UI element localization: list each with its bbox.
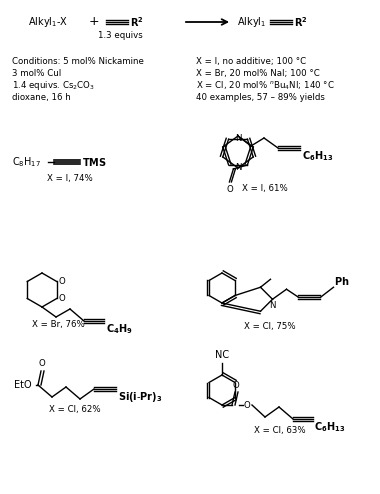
Text: X = Br, 20 mol% NaI; 100 °C: X = Br, 20 mol% NaI; 100 °C <box>196 70 320 79</box>
Text: NC: NC <box>215 350 229 360</box>
Text: 1.4 equivs. Cs$_2$CO$_3$: 1.4 equivs. Cs$_2$CO$_3$ <box>12 80 95 92</box>
Text: O: O <box>233 380 239 389</box>
Text: $\bf{Si(i\text{-}Pr)_3}$: $\bf{Si(i\text{-}Pr)_3}$ <box>118 390 162 404</box>
Text: $\bf{C_6H_{13}}$: $\bf{C_6H_{13}}$ <box>314 420 345 434</box>
Text: EtO: EtO <box>14 380 32 390</box>
Text: O: O <box>59 277 65 286</box>
Text: X = I, 74%: X = I, 74% <box>47 174 93 183</box>
Text: Alkyl$_1$: Alkyl$_1$ <box>237 15 266 29</box>
Text: N: N <box>235 134 241 143</box>
Text: $\bf{C_4H_9}$: $\bf{C_4H_9}$ <box>106 322 133 336</box>
Text: $\bf{Ph}$: $\bf{Ph}$ <box>334 275 350 287</box>
Text: C$_8$H$_{17}$: C$_8$H$_{17}$ <box>12 155 41 169</box>
Text: $\bf{TMS}$: $\bf{TMS}$ <box>82 156 107 168</box>
Text: X = Br, 76%: X = Br, 76% <box>32 320 84 329</box>
Text: Conditions: 5 mol% Nickamine: Conditions: 5 mol% Nickamine <box>12 57 144 67</box>
Text: $\mathbf{R^2}$: $\mathbf{R^2}$ <box>294 15 308 29</box>
Text: N: N <box>269 301 276 310</box>
Text: $\bf{C_6H_{13}}$: $\bf{C_6H_{13}}$ <box>302 149 333 163</box>
Text: O: O <box>244 401 251 410</box>
Text: X = I, 61%: X = I, 61% <box>242 183 288 193</box>
Text: O: O <box>59 294 65 303</box>
Text: +: + <box>89 15 99 29</box>
Text: N: N <box>235 164 241 172</box>
Text: O: O <box>39 360 45 369</box>
Text: X = Cl, 63%: X = Cl, 63% <box>254 425 306 435</box>
Text: X = Cl, 20 mol% $^n$Bu$_4$NI; 140 °C: X = Cl, 20 mol% $^n$Bu$_4$NI; 140 °C <box>196 80 335 92</box>
Text: X = I, no additive; 100 °C: X = I, no additive; 100 °C <box>196 57 306 67</box>
Text: dioxane, 16 h: dioxane, 16 h <box>12 93 71 102</box>
Text: 3 mol% CuI: 3 mol% CuI <box>12 70 61 79</box>
Text: O: O <box>226 185 233 195</box>
Text: X = Cl, 62%: X = Cl, 62% <box>49 405 101 413</box>
Text: 1.3 equivs: 1.3 equivs <box>98 32 142 41</box>
Text: X = Cl, 75%: X = Cl, 75% <box>244 322 296 330</box>
Text: 40 examples, 57 – 89% yields: 40 examples, 57 – 89% yields <box>196 93 325 102</box>
Text: Alkyl$_1$-X: Alkyl$_1$-X <box>28 15 68 29</box>
Text: $\mathbf{R^2}$: $\mathbf{R^2}$ <box>130 15 144 29</box>
